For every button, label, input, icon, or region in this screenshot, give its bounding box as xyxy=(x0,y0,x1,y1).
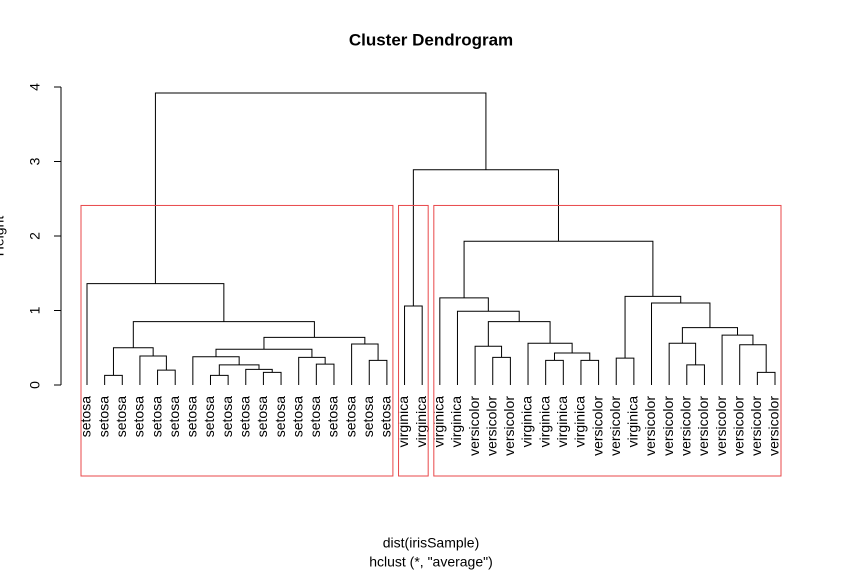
leaf-label: setosa xyxy=(236,396,252,437)
leaf-label: versicolor xyxy=(748,396,764,456)
leaf-label: setosa xyxy=(148,396,164,437)
dendrogram-link xyxy=(157,369,176,385)
leaf-label: setosa xyxy=(131,396,147,437)
dendrogram-link xyxy=(104,374,123,385)
subtitle: hclust (*, "average") xyxy=(369,554,493,570)
dendrogram-link xyxy=(686,364,705,385)
dendrogram-link xyxy=(192,356,240,385)
dendrogram-link xyxy=(209,374,229,385)
dendrogram-link xyxy=(315,363,335,385)
dendrogram-link xyxy=(527,342,573,385)
leaf-label: setosa xyxy=(289,396,305,437)
leaf-label: versicolor xyxy=(642,396,658,456)
leaf-label: setosa xyxy=(272,396,288,437)
cluster-box xyxy=(80,204,394,477)
dendrogram-link xyxy=(463,240,654,298)
y-axis-label: Height xyxy=(0,216,7,257)
leaf-label: setosa xyxy=(378,396,394,437)
dendrogram-link xyxy=(474,345,503,385)
leaf-label: virginica xyxy=(448,396,464,448)
leaf-label: setosa xyxy=(307,396,323,437)
leaf-label: versicolor xyxy=(660,396,676,456)
leaf-label: virginica xyxy=(572,396,588,448)
leaf-label: virginica xyxy=(625,396,641,448)
dendrogram-link xyxy=(681,327,739,344)
leaf-label: versicolor xyxy=(483,396,499,456)
dendrogram-link xyxy=(404,305,423,385)
leaf-label: versicolor xyxy=(501,396,517,456)
dendrogram-link xyxy=(439,297,489,385)
dendrogram-link xyxy=(721,334,754,385)
dendrogram-link xyxy=(112,347,154,376)
leaf-label: versicolor xyxy=(677,396,693,456)
dendrogram-link xyxy=(412,169,559,307)
leaf-label: setosa xyxy=(78,396,94,437)
leaf-label: versicolor xyxy=(589,396,605,456)
dendrogram-link xyxy=(668,342,697,385)
dendrogram-link xyxy=(215,348,313,358)
leaf-label: setosa xyxy=(342,396,358,437)
leaf-label: virginica xyxy=(519,396,535,448)
leaf-label: virginica xyxy=(395,396,411,448)
leaf-label: setosa xyxy=(201,396,217,437)
dendrogram-link xyxy=(245,368,273,385)
leaf-label: virginica xyxy=(536,396,552,448)
dendrogram-link xyxy=(139,355,167,385)
dendrogram-link xyxy=(492,356,511,385)
leaf-label: versicolor xyxy=(766,396,782,456)
dendrogram-link xyxy=(756,371,776,385)
dendrogram-link xyxy=(263,336,366,350)
leaf-label: setosa xyxy=(184,396,200,437)
leaf-label: versicolor xyxy=(713,396,729,456)
dendrogram-link xyxy=(456,310,520,385)
leaf-label: versicolor xyxy=(466,396,482,456)
leaf-label: virginica xyxy=(413,396,429,448)
leaf-label: setosa xyxy=(360,396,376,437)
y-tick-label: 1 xyxy=(27,306,43,314)
leaf-label: versicolor xyxy=(695,396,711,456)
dendrogram-link xyxy=(262,371,282,385)
dendrogram-link xyxy=(580,359,600,385)
leaf-label: setosa xyxy=(254,396,270,437)
y-tick-label: 4 xyxy=(27,83,43,91)
dendrogram-link xyxy=(368,359,388,385)
leaf-label: setosa xyxy=(219,396,235,437)
leaf-label: setosa xyxy=(113,396,129,437)
leaf-label: setosa xyxy=(325,396,341,437)
leaf-label: versicolor xyxy=(730,396,746,456)
dendrogram-link xyxy=(624,295,682,359)
cluster-box xyxy=(433,204,782,477)
y-tick-label: 0 xyxy=(27,381,43,389)
dendrogram-link xyxy=(86,283,225,385)
dendrogram-link xyxy=(651,302,711,385)
chart-title: Cluster Dendrogram xyxy=(349,30,513,49)
leaf-label: virginica xyxy=(554,396,570,448)
leaf-label: setosa xyxy=(95,396,111,437)
y-tick-label: 3 xyxy=(27,157,43,165)
dendrogram-link xyxy=(545,359,564,385)
leaf-label: virginica xyxy=(431,396,447,448)
dendrogram-link xyxy=(218,364,260,376)
dendrogram-link xyxy=(739,344,767,385)
dendrogram-link xyxy=(351,343,379,385)
dendrogram-link xyxy=(615,357,635,385)
dendrogram-link xyxy=(298,356,326,385)
dendrogram-link xyxy=(132,321,315,348)
leaf-label: setosa xyxy=(166,396,182,437)
dendrogram-link xyxy=(487,321,551,347)
y-tick-label: 2 xyxy=(27,232,43,240)
x-axis-label: dist(irisSample) xyxy=(383,535,479,551)
dendrogram-link xyxy=(553,352,591,361)
leaf-label: versicolor xyxy=(607,396,623,456)
cluster-box xyxy=(398,204,429,477)
dendrogram-link xyxy=(154,92,487,284)
